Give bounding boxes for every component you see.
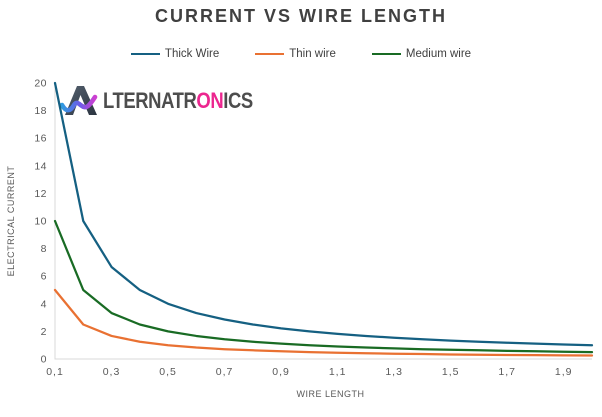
legend-swatch	[371, 52, 401, 56]
y-tick-label: 6	[41, 271, 47, 283]
y-tick-label: 12	[34, 188, 47, 200]
legend: Thick Wire Thin wire Medium wire	[0, 48, 602, 60]
x-tick-label: 0,7	[216, 366, 234, 378]
y-tick-label: 2	[41, 326, 47, 338]
x-tick-label: 0,5	[159, 366, 177, 378]
legend-item-thin-wire: Thin wire	[255, 48, 336, 60]
x-tick-label: 0,9	[272, 366, 290, 378]
x-tick-label: 1,5	[442, 366, 460, 378]
y-axis-title: ELECTRICAL CURRENT	[6, 166, 16, 277]
series-line-thick-wire	[53, 81, 594, 347]
chart-title: CURRENT VS WIRE LENGTH	[154, 6, 447, 26]
series-line-thin-wire	[53, 288, 594, 357]
x-tick-label: 1,3	[385, 366, 403, 378]
legend-item-medium-wire: Medium wire	[371, 48, 472, 60]
legend-label: Thick Wire	[164, 48, 220, 60]
y-tick-label: 10	[34, 216, 47, 228]
legend-swatch	[255, 52, 285, 56]
x-tick-label: 1,9	[555, 366, 573, 378]
legend-label: Medium wire	[405, 48, 472, 60]
plot-area: 0 2 4 6 8 10 12 14 16 18 20 0,1 0,3 0,5 0,7 0,9 1,1 1,3 1,…	[6, 78, 594, 399]
axis-lines	[54, 83, 592, 360]
x-axis-title: WIRE LENGTH	[296, 389, 364, 399]
y-tick-label: 16	[34, 133, 47, 145]
legend-swatch	[130, 52, 160, 56]
x-tick-label: 1,1	[329, 366, 347, 378]
x-tick-label: 1,7	[498, 366, 516, 378]
y-tick-label: 8	[41, 243, 47, 255]
legend-item-thick-wire: Thick Wire	[130, 48, 220, 60]
x-tick-label: 0,3	[103, 366, 121, 378]
y-tick-label: 4	[41, 298, 47, 310]
y-tick-label: 18	[34, 105, 47, 117]
x-tick-label: 0,1	[46, 366, 64, 378]
legend-label: Thin wire	[289, 48, 336, 60]
series-line-medium-wire	[53, 219, 594, 354]
y-tick-label: 20	[34, 78, 47, 90]
y-tick-label: 0	[41, 354, 47, 366]
y-tick-label: 14	[34, 160, 47, 172]
